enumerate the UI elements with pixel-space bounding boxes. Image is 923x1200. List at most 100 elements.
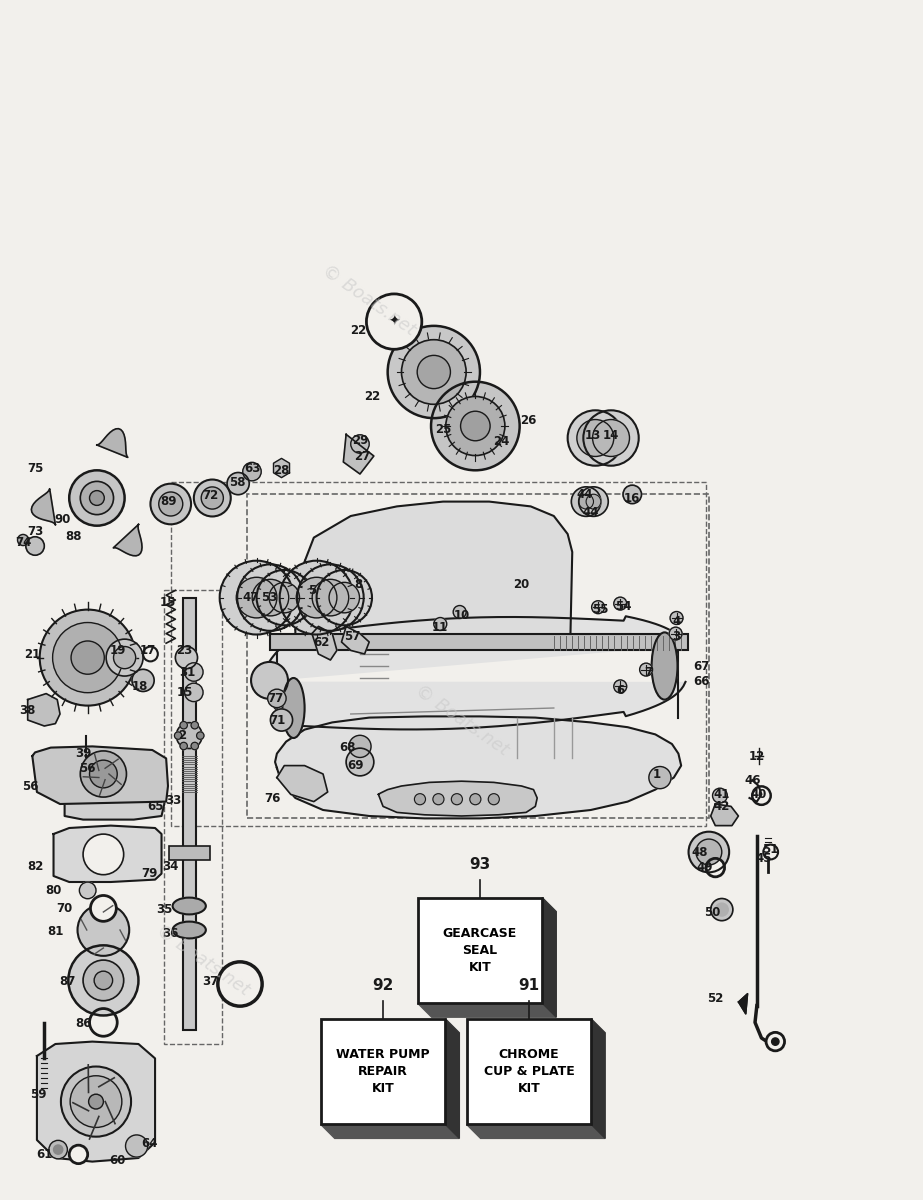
Circle shape	[175, 647, 198, 668]
Text: 16: 16	[624, 492, 641, 504]
Text: 58: 58	[229, 476, 246, 488]
Polygon shape	[32, 746, 168, 804]
Circle shape	[711, 899, 733, 920]
Text: ✦: ✦	[389, 314, 400, 329]
Text: 29: 29	[352, 434, 368, 446]
Circle shape	[349, 736, 371, 757]
Circle shape	[80, 481, 114, 515]
Polygon shape	[97, 428, 127, 457]
Text: 44: 44	[582, 506, 599, 518]
Polygon shape	[28, 694, 60, 726]
Circle shape	[270, 709, 293, 731]
Text: 66: 66	[693, 676, 710, 688]
Circle shape	[593, 420, 629, 456]
Circle shape	[243, 462, 261, 481]
Text: 49: 49	[696, 862, 713, 874]
Circle shape	[185, 683, 203, 702]
Text: 5: 5	[308, 584, 316, 596]
Circle shape	[451, 793, 462, 805]
Ellipse shape	[282, 678, 305, 738]
Polygon shape	[343, 434, 374, 474]
Text: 45: 45	[755, 852, 772, 864]
Polygon shape	[417, 1003, 557, 1018]
Circle shape	[68, 946, 138, 1015]
Circle shape	[268, 689, 286, 708]
Text: 70: 70	[56, 902, 73, 914]
Circle shape	[90, 895, 116, 922]
Circle shape	[715, 904, 728, 916]
Text: 57: 57	[344, 630, 361, 642]
Text: 81: 81	[47, 925, 64, 937]
Polygon shape	[65, 782, 164, 820]
Circle shape	[592, 601, 605, 613]
Text: 35: 35	[156, 904, 173, 916]
Circle shape	[236, 577, 277, 618]
Text: 71: 71	[269, 714, 285, 726]
Circle shape	[83, 960, 124, 1001]
Circle shape	[772, 1038, 779, 1045]
Circle shape	[94, 971, 113, 990]
Text: 62: 62	[313, 636, 330, 648]
Circle shape	[78, 904, 129, 956]
Circle shape	[297, 564, 364, 631]
Text: 12: 12	[749, 750, 765, 762]
Text: 17: 17	[139, 644, 156, 656]
Text: 68: 68	[340, 742, 356, 754]
Circle shape	[669, 628, 682, 640]
Text: 28: 28	[273, 464, 290, 476]
Text: 56: 56	[79, 762, 96, 774]
Circle shape	[252, 580, 289, 616]
Text: 3: 3	[673, 630, 680, 642]
Circle shape	[150, 484, 191, 524]
Text: 38: 38	[19, 704, 36, 716]
Circle shape	[766, 1032, 785, 1051]
Text: 60: 60	[109, 1154, 126, 1166]
Polygon shape	[466, 1124, 605, 1139]
Circle shape	[180, 743, 187, 750]
Text: 14: 14	[603, 430, 619, 442]
Circle shape	[143, 647, 158, 661]
Text: 86: 86	[75, 1018, 91, 1030]
Text: 23: 23	[176, 644, 193, 656]
Bar	[171, 482, 706, 826]
Circle shape	[220, 560, 294, 635]
Text: 76: 76	[264, 792, 281, 804]
Text: 88: 88	[66, 530, 82, 542]
Circle shape	[269, 582, 299, 613]
Circle shape	[280, 560, 354, 635]
Ellipse shape	[652, 632, 677, 700]
Circle shape	[583, 410, 639, 466]
Text: 53: 53	[261, 592, 278, 604]
Polygon shape	[54, 826, 162, 882]
Polygon shape	[31, 488, 55, 524]
Circle shape	[571, 487, 601, 516]
Circle shape	[106, 640, 143, 676]
Text: 25: 25	[435, 424, 451, 436]
Circle shape	[69, 1145, 88, 1164]
Circle shape	[312, 580, 349, 616]
Bar	[417, 898, 543, 1003]
Text: 67: 67	[693, 660, 710, 672]
Circle shape	[577, 420, 614, 456]
Circle shape	[763, 845, 778, 859]
Text: 73: 73	[27, 526, 43, 538]
Circle shape	[640, 664, 653, 676]
Text: 11: 11	[432, 622, 449, 634]
Circle shape	[470, 793, 481, 805]
Text: 91: 91	[519, 978, 539, 992]
Polygon shape	[275, 716, 681, 818]
Polygon shape	[543, 898, 557, 1018]
Text: 56: 56	[22, 780, 39, 792]
Bar	[247, 494, 709, 818]
Bar	[320, 1019, 445, 1124]
Text: 90: 90	[54, 514, 71, 526]
Text: 79: 79	[141, 868, 158, 880]
Bar	[169, 846, 210, 860]
Circle shape	[568, 410, 623, 466]
Text: 34: 34	[162, 860, 179, 872]
Text: 15: 15	[176, 686, 193, 698]
Circle shape	[69, 470, 125, 526]
Text: 48: 48	[691, 846, 708, 858]
Circle shape	[53, 623, 123, 692]
Text: 2: 2	[178, 730, 186, 742]
